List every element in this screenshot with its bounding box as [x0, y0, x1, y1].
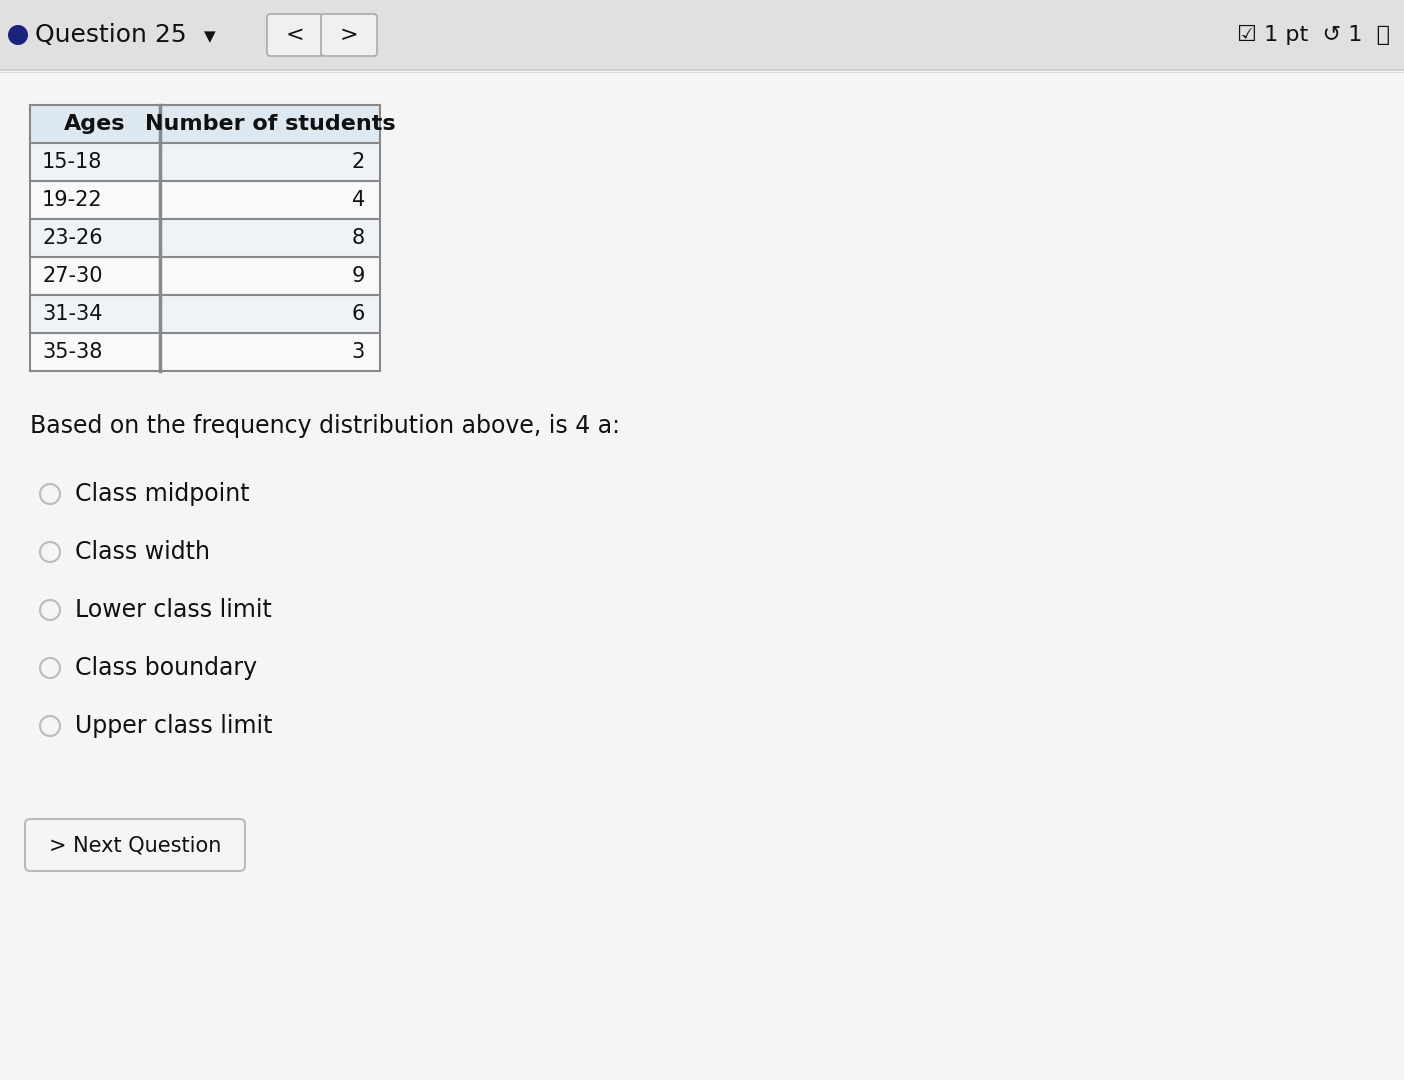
Text: Number of students: Number of students — [145, 114, 396, 134]
Text: Question 25: Question 25 — [35, 23, 187, 48]
FancyBboxPatch shape — [29, 257, 380, 295]
Text: Class width: Class width — [74, 540, 211, 564]
Text: 3: 3 — [352, 342, 365, 362]
Circle shape — [8, 25, 28, 45]
Text: >: > — [340, 25, 358, 45]
Text: 9: 9 — [351, 266, 365, 286]
Text: 35-38: 35-38 — [42, 342, 102, 362]
Text: Ages: Ages — [65, 114, 126, 134]
Text: 6: 6 — [351, 303, 365, 324]
Text: > Next Question: > Next Question — [49, 835, 222, 855]
Text: 27-30: 27-30 — [42, 266, 102, 286]
FancyBboxPatch shape — [29, 333, 380, 372]
Text: 31-34: 31-34 — [42, 303, 102, 324]
Text: 23-26: 23-26 — [42, 228, 102, 248]
FancyBboxPatch shape — [29, 105, 380, 143]
Text: Based on the frequency distribution above, is 4 a:: Based on the frequency distribution abov… — [29, 414, 621, 438]
Text: ▼: ▼ — [204, 29, 216, 44]
FancyBboxPatch shape — [0, 0, 1404, 70]
Text: 4: 4 — [352, 190, 365, 210]
Text: Class midpoint: Class midpoint — [74, 482, 250, 507]
FancyBboxPatch shape — [29, 219, 380, 257]
Text: Class boundary: Class boundary — [74, 656, 257, 680]
Text: Upper class limit: Upper class limit — [74, 714, 272, 738]
FancyBboxPatch shape — [29, 143, 380, 181]
FancyBboxPatch shape — [29, 181, 380, 219]
FancyBboxPatch shape — [322, 14, 378, 56]
FancyBboxPatch shape — [25, 819, 246, 870]
Text: Lower class limit: Lower class limit — [74, 598, 272, 622]
Text: 8: 8 — [352, 228, 365, 248]
Text: ☑ 1 pt  ↺ 1  ⓘ: ☑ 1 pt ↺ 1 ⓘ — [1237, 25, 1390, 45]
Text: 2: 2 — [352, 152, 365, 172]
FancyBboxPatch shape — [267, 14, 323, 56]
FancyBboxPatch shape — [0, 72, 1404, 1080]
Text: 15-18: 15-18 — [42, 152, 102, 172]
Text: <: < — [285, 25, 305, 45]
Text: 19-22: 19-22 — [42, 190, 102, 210]
FancyBboxPatch shape — [29, 295, 380, 333]
